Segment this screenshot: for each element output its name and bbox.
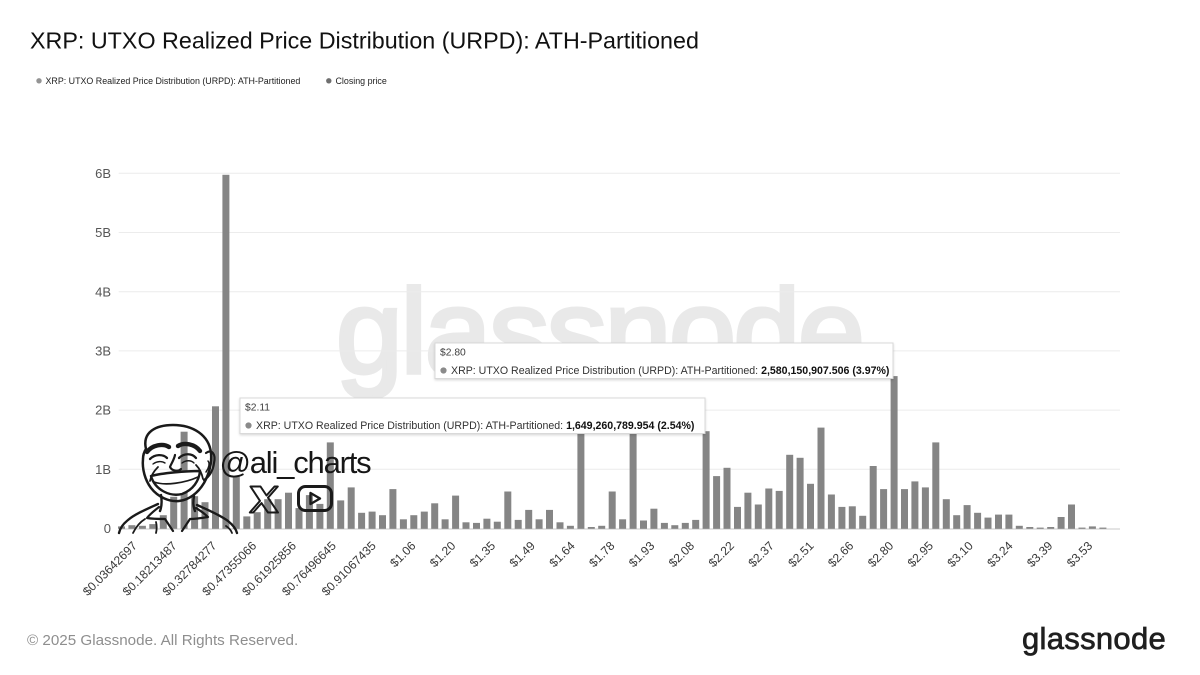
svg-text:$3.53: $3.53 bbox=[1064, 539, 1095, 570]
svg-text:$2.80: $2.80 bbox=[440, 348, 466, 359]
svg-text:1B: 1B bbox=[95, 462, 111, 477]
svg-text:6B: 6B bbox=[95, 166, 111, 181]
svg-text:$1.49: $1.49 bbox=[507, 539, 538, 570]
svg-text:2B: 2B bbox=[95, 403, 111, 418]
svg-text:$3.39: $3.39 bbox=[1024, 539, 1055, 570]
svg-text:$2.37: $2.37 bbox=[746, 539, 777, 570]
svg-text:$2.80: $2.80 bbox=[865, 539, 896, 570]
svg-text:© 2025 Glassnode. All Rights R: © 2025 Glassnode. All Rights Reserved. bbox=[27, 632, 298, 649]
svg-text:$2.22: $2.22 bbox=[706, 539, 737, 570]
svg-text:$3.24: $3.24 bbox=[984, 539, 1015, 570]
svg-text:$1.93: $1.93 bbox=[626, 539, 657, 570]
svg-text:4B: 4B bbox=[95, 284, 111, 299]
svg-text:$1.35: $1.35 bbox=[467, 539, 498, 570]
svg-text:Closing price: Closing price bbox=[336, 76, 387, 86]
svg-text:0: 0 bbox=[104, 521, 111, 536]
svg-text:$2.66: $2.66 bbox=[825, 539, 856, 570]
svg-text:XRP: UTXO Realized Price Distr: XRP: UTXO Realized Price Distribution (U… bbox=[256, 420, 694, 432]
svg-text:XRP: UTXO Realized Price Distr: XRP: UTXO Realized Price Distribution (U… bbox=[451, 365, 889, 377]
svg-text:$1.64: $1.64 bbox=[546, 539, 577, 570]
svg-text:$2.51: $2.51 bbox=[785, 539, 816, 570]
svg-text:$3.10: $3.10 bbox=[945, 539, 976, 570]
svg-text:3B: 3B bbox=[95, 344, 111, 359]
svg-text:$2.11: $2.11 bbox=[245, 403, 270, 414]
svg-text:$2.08: $2.08 bbox=[666, 539, 697, 570]
svg-text:$2.95: $2.95 bbox=[905, 539, 936, 570]
svg-text:glassnode: glassnode bbox=[336, 265, 862, 399]
svg-text:XRP: UTXO Realized Price Distr: XRP: UTXO Realized Price Distribution (U… bbox=[46, 76, 301, 86]
svg-text:$1.06: $1.06 bbox=[387, 539, 418, 570]
svg-text:$1.20: $1.20 bbox=[427, 539, 458, 570]
svg-text:glassnode: glassnode bbox=[1022, 621, 1166, 656]
svg-text:$1.78: $1.78 bbox=[586, 539, 617, 570]
svg-text:@ali_charts: @ali_charts bbox=[220, 445, 372, 480]
svg-text:5B: 5B bbox=[95, 225, 111, 240]
svg-text:XRP: UTXO Realized Price Distr: XRP: UTXO Realized Price Distribution (U… bbox=[30, 27, 699, 53]
